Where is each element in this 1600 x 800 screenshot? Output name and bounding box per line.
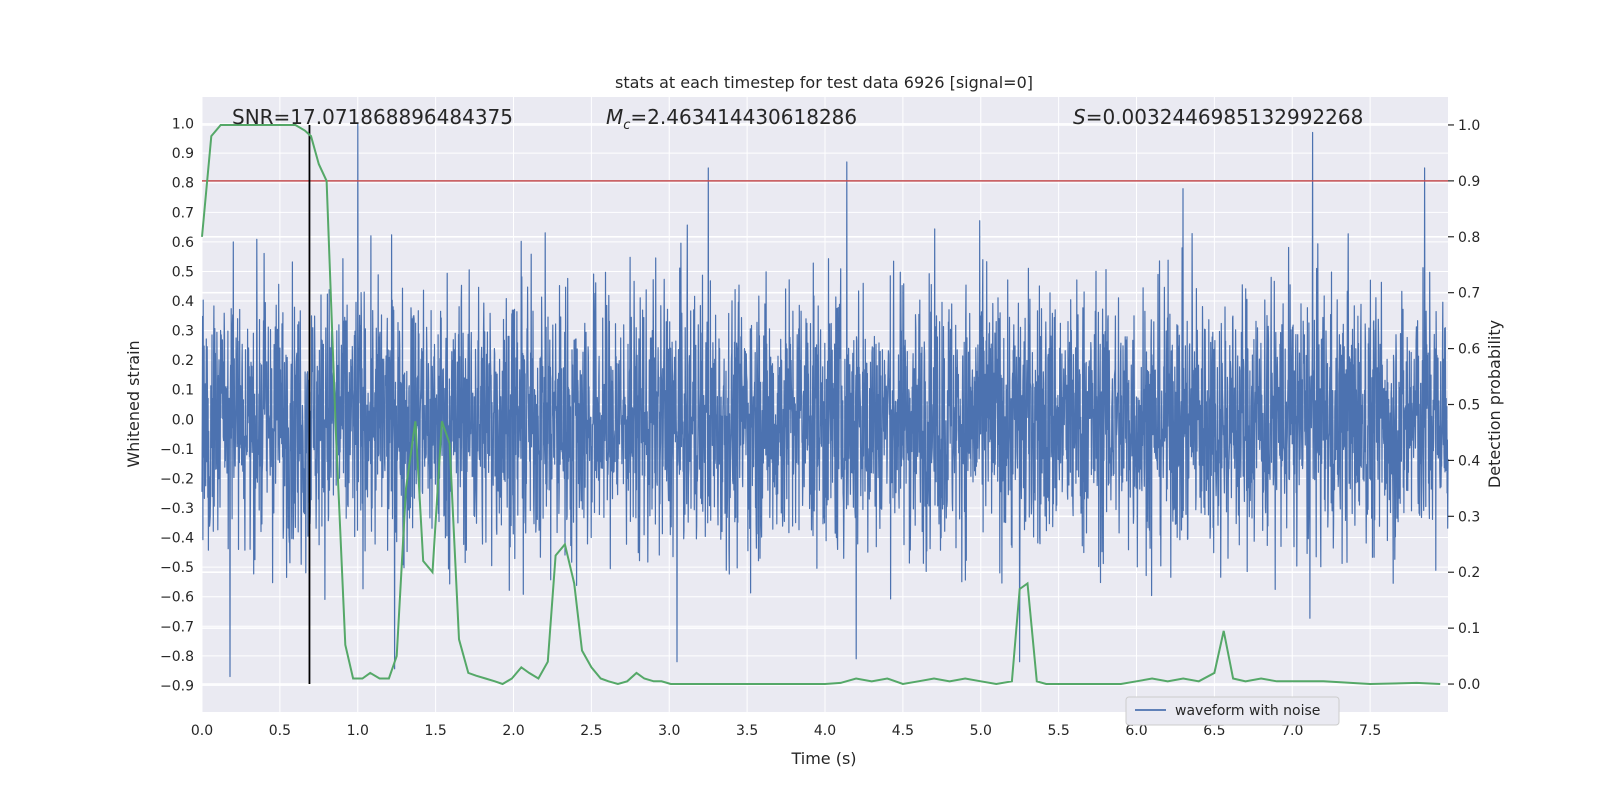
waveform-series — [201, 123, 1449, 678]
y2-tick-label: 0.1 — [1458, 621, 1480, 637]
y-tick-label: 0.7 — [172, 205, 194, 221]
axis-ticks: 0.0 0.5 1.0 1.5 2.0 2.5 3.0 3.5 4.0 4.5 5.0 5.5 6.0 6… — [160, 117, 1480, 739]
y-tick-label: 0.8 — [172, 176, 194, 192]
y-tick-label: 0.9 — [172, 146, 194, 162]
y-tick-label: −0.4 — [160, 531, 194, 547]
s-symbol: S — [1073, 105, 1086, 129]
y-tick-label: −0.8 — [160, 649, 194, 665]
y2-tick-label: 0.3 — [1458, 509, 1480, 525]
s-annotation: S=0.0032446985132992268 — [1073, 105, 1363, 129]
x-tick-label: 5.5 — [1047, 723, 1069, 739]
x-tick-label: 6.5 — [1203, 723, 1225, 739]
probability-series — [201, 124, 1441, 686]
x-axis-label: Time (s) — [790, 749, 856, 768]
x-tick-label: 0.5 — [269, 723, 291, 739]
x-tick-label: 2.5 — [580, 723, 602, 739]
y-tick-label: −0.7 — [160, 619, 194, 635]
y-tick-label: −0.3 — [160, 501, 194, 517]
x-tick-label: 7.5 — [1359, 723, 1381, 739]
x-tick-label: 3.5 — [736, 723, 758, 739]
y-tick-label: 0.3 — [172, 324, 194, 340]
y2-tick-label: 0.8 — [1458, 230, 1480, 246]
mc-value: =2.463414430618286 — [630, 105, 857, 129]
y-tick-label: −0.9 — [160, 678, 194, 694]
y2-tick-label: 0.7 — [1458, 286, 1480, 302]
mc-subscript: c — [623, 118, 630, 133]
y2-tick-label: 0.6 — [1458, 342, 1480, 358]
x-tick-label: 7.0 — [1281, 723, 1303, 739]
y-tick-label: 0.0 — [172, 412, 194, 428]
x-tick-label: 4.0 — [814, 723, 836, 739]
x-tick-label: 1.5 — [424, 723, 446, 739]
x-tick-label: 0.0 — [191, 723, 213, 739]
y-tick-label: 1.0 — [172, 117, 194, 133]
legend: waveform with noise — [1125, 696, 1340, 726]
y2-tick-label: 0.5 — [1458, 398, 1480, 414]
x-tick-label: 5.0 — [970, 723, 992, 739]
y-tick-label: −0.2 — [160, 471, 194, 487]
y-tick-label: 0.1 — [172, 383, 194, 399]
y-tick-label: 0.2 — [172, 353, 194, 369]
snr-annotation: SNR=17.071868896484375 — [232, 105, 513, 129]
s-value: =0.0032446985132992268 — [1086, 105, 1364, 129]
y-tick-label: 0.5 — [172, 264, 194, 280]
y2-tick-label: 1.0 — [1458, 118, 1480, 134]
y2-tick-label: 0.9 — [1458, 174, 1480, 190]
y-tick-label: −0.6 — [160, 590, 194, 606]
y-tick-label: −0.1 — [160, 442, 194, 458]
y2-tick-label: 0.0 — [1458, 677, 1480, 693]
mc-annotation: Mc=2.463414430618286 — [606, 105, 857, 133]
chart-title: stats at each timestep for test data 692… — [615, 73, 1033, 92]
x-tick-label: 2.0 — [502, 723, 524, 739]
y-axis-label: Whitened strain — [124, 340, 143, 467]
y2-axis-label: Detection probability — [1485, 320, 1504, 488]
x-tick-label: 6.0 — [1125, 723, 1147, 739]
y-tick-label: 0.4 — [172, 294, 194, 310]
x-tick-label: 1.0 — [347, 723, 369, 739]
y-tick-label: −0.5 — [160, 560, 194, 576]
mc-symbol: M — [606, 105, 623, 129]
y-tick-label: 0.6 — [172, 235, 194, 251]
x-tick-label: 3.0 — [658, 723, 680, 739]
legend-box — [1125, 696, 1340, 726]
x-tick-label: 4.5 — [892, 723, 914, 739]
y2-tick-label: 0.2 — [1458, 565, 1480, 581]
y2-tick-label: 0.4 — [1458, 453, 1480, 469]
legend-entry: waveform with noise — [1175, 703, 1320, 719]
